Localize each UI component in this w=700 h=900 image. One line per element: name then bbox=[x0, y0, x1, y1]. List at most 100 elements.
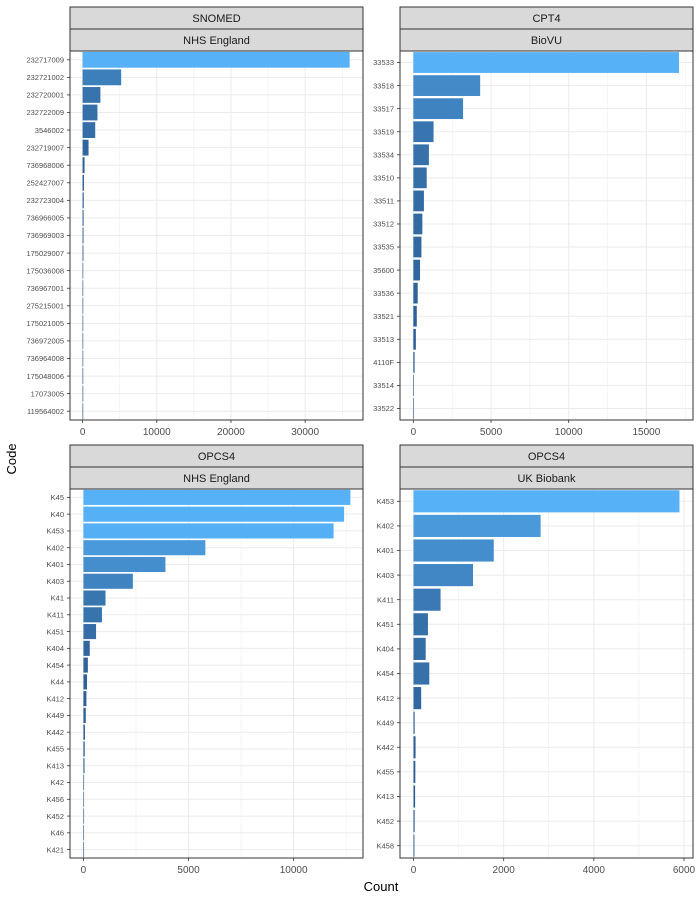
y-tick-label: K402 bbox=[376, 522, 394, 531]
y-tick-label: K41 bbox=[51, 594, 64, 603]
bar bbox=[413, 98, 464, 120]
bar bbox=[413, 282, 418, 304]
y-tick-label: K455 bbox=[46, 745, 64, 754]
bar bbox=[82, 350, 84, 367]
x-tick-label: 5000 bbox=[177, 865, 200, 876]
bar bbox=[82, 69, 122, 86]
y-tick-label: K404 bbox=[46, 644, 64, 653]
y-tick-label: 33521 bbox=[373, 312, 394, 321]
bar bbox=[83, 590, 106, 606]
bar bbox=[413, 121, 434, 143]
y-tick-label: 33518 bbox=[373, 81, 394, 90]
y-tick-label: K403 bbox=[46, 577, 64, 586]
y-tick-label: K456 bbox=[46, 795, 64, 804]
y-tick-label: K40 bbox=[51, 510, 64, 519]
panel-border bbox=[399, 50, 694, 421]
bar bbox=[82, 104, 98, 121]
y-tick-label: 736969003 bbox=[26, 231, 64, 240]
x-tick-label: 10000 bbox=[143, 427, 171, 438]
bar bbox=[82, 51, 350, 68]
bar bbox=[413, 236, 422, 258]
bar bbox=[413, 305, 417, 327]
x-tick-label: 0 bbox=[411, 865, 417, 876]
y-tick-label: 4110F bbox=[373, 358, 394, 367]
y-tick-label: 736964008 bbox=[26, 354, 64, 363]
y-tick-label: K452 bbox=[46, 812, 64, 821]
y-tick-label: K402 bbox=[46, 543, 64, 552]
y-tick-label: K454 bbox=[46, 661, 64, 670]
bar bbox=[83, 707, 86, 723]
y-tick-label: 17073005 bbox=[31, 389, 64, 398]
y-tick-label: K45 bbox=[51, 493, 64, 502]
y-tick-label: 175048006 bbox=[26, 372, 64, 381]
bar bbox=[82, 227, 84, 244]
strip-top-label: OPCS4 bbox=[528, 451, 565, 463]
panel-border bbox=[69, 488, 364, 859]
y-tick-label: K453 bbox=[46, 527, 64, 536]
bar bbox=[83, 774, 85, 791]
bar bbox=[413, 539, 494, 562]
x-tick-label: 15000 bbox=[632, 427, 660, 438]
y-tick-label: 33512 bbox=[373, 220, 394, 229]
y-tick-label: 35600 bbox=[373, 266, 394, 275]
bar bbox=[413, 213, 423, 235]
facet-panel: SNOMED NHS England 232717009 232721002 23272… bbox=[26, 6, 364, 438]
y-tick-label: K452 bbox=[376, 817, 394, 826]
y-tick-label: 232721002 bbox=[26, 73, 64, 82]
bar bbox=[413, 588, 441, 611]
y-tick-label: K404 bbox=[376, 645, 394, 654]
y-tick-label: K449 bbox=[46, 711, 64, 720]
bar bbox=[82, 122, 96, 138]
y-tick-label: 736967001 bbox=[26, 284, 64, 293]
chart-panels: SNOMED NHS England 232717009 232721002 23272… bbox=[26, 6, 696, 876]
y-tick-label: 33513 bbox=[373, 335, 394, 344]
y-tick-label: K451 bbox=[46, 627, 64, 636]
strip-bottom-label: NHS England bbox=[183, 473, 250, 485]
y-tick-label: 736972005 bbox=[26, 337, 64, 346]
bar bbox=[413, 75, 481, 96]
bar bbox=[413, 490, 680, 513]
bar bbox=[83, 506, 345, 522]
x-tick-label: 6000 bbox=[673, 865, 696, 876]
strip-top-label: CPT4 bbox=[532, 13, 560, 25]
y-tick-label: K46 bbox=[51, 829, 64, 838]
bar bbox=[83, 791, 85, 807]
y-tick-label: K411 bbox=[377, 595, 394, 604]
y-tick-label: K413 bbox=[376, 792, 394, 801]
y-tick-label: K453 bbox=[376, 497, 394, 506]
bar bbox=[83, 691, 87, 707]
bar bbox=[413, 760, 416, 783]
bar bbox=[83, 624, 97, 640]
facet-panel: CPT4 BioVU 33533 33518 33517 33519 33534 33510 3… bbox=[373, 6, 694, 438]
bar bbox=[83, 540, 206, 556]
bar bbox=[82, 315, 84, 332]
y-tick-label: K401 bbox=[46, 560, 64, 569]
strip-top-label: OPCS4 bbox=[198, 451, 235, 463]
bar bbox=[83, 607, 102, 623]
bar bbox=[82, 192, 84, 209]
y-tick-label: K421 bbox=[46, 845, 64, 854]
bar bbox=[413, 564, 474, 587]
y-axis-title: Code bbox=[4, 443, 19, 474]
y-tick-label: 232722009 bbox=[26, 108, 64, 117]
bar bbox=[82, 210, 84, 226]
y-tick-label: 33534 bbox=[373, 150, 394, 159]
y-tick-label: 736968006 bbox=[26, 161, 64, 170]
y-tick-label: K411 bbox=[47, 610, 64, 619]
bar bbox=[82, 174, 84, 191]
bar bbox=[413, 736, 416, 759]
y-tick-label: 33519 bbox=[373, 127, 394, 136]
bar bbox=[413, 144, 429, 166]
x-tick-label: 20000 bbox=[217, 427, 245, 438]
y-tick-label: K455 bbox=[376, 768, 394, 777]
bar bbox=[413, 687, 422, 710]
bar bbox=[413, 351, 415, 373]
x-tick-label: 30000 bbox=[291, 427, 319, 438]
y-tick-label: K454 bbox=[376, 669, 394, 678]
bar bbox=[413, 785, 416, 808]
y-tick-label: 3546002 bbox=[35, 126, 64, 135]
y-tick-label: 175029007 bbox=[26, 249, 64, 258]
x-tick-label: 10000 bbox=[280, 865, 308, 876]
bar bbox=[413, 167, 427, 189]
